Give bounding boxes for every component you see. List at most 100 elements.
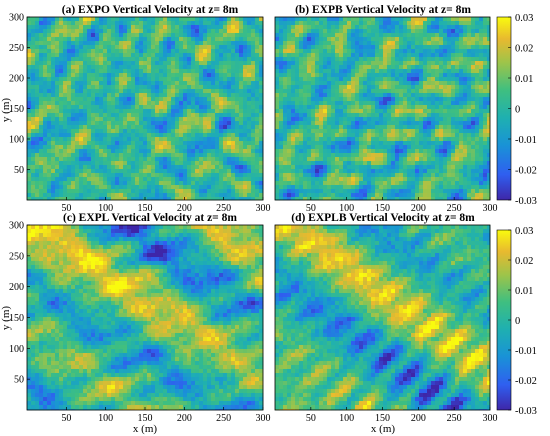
- heatmap-cell: [339, 85, 344, 90]
- heatmap-cell: [119, 169, 124, 174]
- heatmap-cell: [427, 117, 432, 122]
- heatmap-cell: [207, 33, 212, 38]
- heatmap-cell: [307, 129, 312, 134]
- heatmap-cell: [471, 17, 476, 22]
- heatmap-cell: [203, 125, 208, 130]
- heatmap-cell: [191, 117, 196, 122]
- heatmap-cell: [59, 161, 64, 166]
- heatmap-cell: [335, 57, 340, 62]
- heatmap-cell: [103, 109, 108, 114]
- heatmap-cell: [427, 33, 432, 38]
- heatmap-cell: [127, 185, 132, 190]
- heatmap-cell: [247, 133, 252, 138]
- heatmap-cell: [347, 173, 352, 178]
- heatmap-cell: [103, 145, 108, 150]
- heatmap-cell: [67, 177, 72, 182]
- heatmap-cell: [423, 109, 428, 114]
- heatmap-cell: [283, 129, 288, 134]
- heatmap-cell: [435, 41, 440, 46]
- heatmap-cell: [175, 25, 180, 30]
- heatmap-cell: [367, 21, 372, 26]
- heatmap-cell: [43, 73, 48, 78]
- heatmap-cell: [471, 157, 476, 162]
- heatmap-cell: [139, 65, 144, 70]
- heatmap-cell: [215, 41, 220, 46]
- heatmap-cell: [399, 121, 404, 126]
- heatmap-cell: [139, 169, 144, 174]
- heatmap-cell: [135, 61, 140, 66]
- heatmap-cell: [195, 101, 200, 106]
- heatmap-cell: [403, 97, 408, 102]
- heatmap-cell: [359, 149, 364, 154]
- heatmap-cell: [115, 181, 120, 186]
- heatmap-cell: [215, 17, 220, 22]
- heatmap-cell: [235, 133, 240, 138]
- heatmap-cell: [467, 125, 472, 130]
- heatmap-cell: [159, 73, 164, 78]
- heatmap-cell: [275, 173, 280, 178]
- heatmap-cell: [67, 25, 72, 30]
- heatmap-cell: [439, 149, 444, 154]
- heatmap-cell: [431, 29, 436, 34]
- heatmap-cell: [199, 149, 204, 154]
- heatmap-cell: [119, 45, 124, 50]
- heatmap-cell: [111, 141, 116, 146]
- heatmap-cell: [299, 53, 304, 58]
- heatmap-cell: [431, 133, 436, 138]
- heatmap-cell: [291, 133, 296, 138]
- heatmap-cell: [303, 17, 308, 22]
- heatmap-cell: [463, 133, 468, 138]
- heatmap-cell: [251, 33, 256, 38]
- heatmap-cell: [475, 141, 480, 146]
- heatmap-cell: [307, 17, 312, 22]
- heatmap-cell: [123, 121, 128, 126]
- heatmap-cell: [447, 97, 452, 102]
- heatmap-cell: [59, 77, 64, 82]
- heatmap-cell: [259, 173, 264, 178]
- heatmap-cell: [235, 105, 240, 110]
- heatmap-cell: [231, 77, 236, 82]
- heatmap-cell: [183, 45, 188, 50]
- heatmap-cell: [315, 129, 320, 134]
- panel-a-heatmap: [27, 17, 264, 201]
- heatmap-cell: [303, 117, 308, 122]
- heatmap-cell: [471, 177, 476, 182]
- heatmap-cell: [303, 105, 308, 110]
- heatmap-cell: [183, 77, 188, 82]
- heatmap-cell: [439, 81, 444, 86]
- heatmap-cell: [115, 53, 120, 58]
- heatmap-cell: [439, 61, 444, 66]
- heatmap-cell: [135, 149, 140, 154]
- heatmap-cell: [87, 185, 92, 190]
- heatmap-cell: [243, 33, 248, 38]
- heatmap-cell: [107, 69, 112, 74]
- heatmap-cell: [183, 173, 188, 178]
- heatmap-cell: [55, 93, 60, 98]
- heatmap-cell: [75, 193, 80, 198]
- heatmap-cell: [59, 85, 64, 90]
- heatmap-cell: [135, 73, 140, 78]
- heatmap-cell: [375, 33, 380, 38]
- heatmap-cell: [475, 25, 480, 30]
- heatmap-cell: [411, 53, 416, 58]
- heatmap-cell: [451, 121, 456, 126]
- heatmap-cell: [179, 21, 184, 26]
- heatmap-cell: [479, 109, 484, 114]
- heatmap-cell: [311, 153, 316, 158]
- heatmap-cell: [323, 81, 328, 86]
- heatmap-cell: [279, 125, 284, 130]
- heatmap-cell: [87, 145, 92, 150]
- heatmap-cell: [255, 177, 260, 182]
- heatmap-cell: [435, 169, 440, 174]
- heatmap-cell: [423, 77, 428, 82]
- heatmap-cell: [351, 89, 356, 94]
- heatmap-cell: [283, 49, 288, 54]
- heatmap-cell: [187, 185, 192, 190]
- heatmap-cell: [99, 25, 104, 30]
- heatmap-cell: [479, 113, 484, 118]
- heatmap-cell: [363, 117, 368, 122]
- heatmap-cell: [299, 125, 304, 130]
- heatmap-cell: [295, 41, 300, 46]
- heatmap-cell: [319, 145, 324, 150]
- heatmap-cell: [27, 189, 32, 194]
